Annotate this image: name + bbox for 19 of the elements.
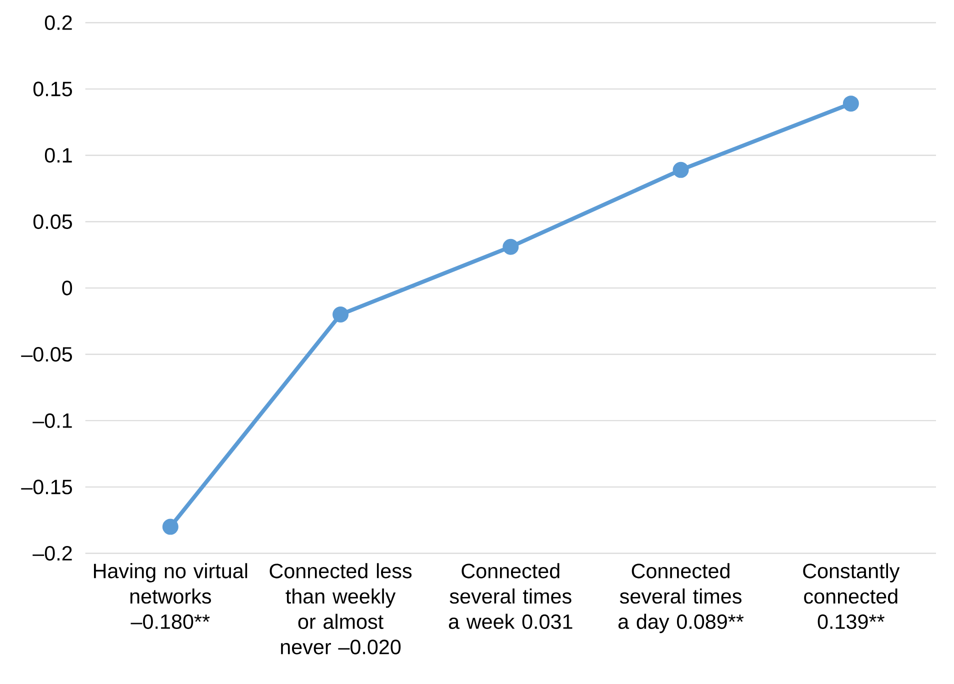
x-tick-label: Connected less than weekly or almost never –0.020: [270, 563, 412, 654]
x-tick-label: Connected several times a week 0.031: [448, 563, 572, 629]
point: [332, 306, 349, 323]
y-tick-label: –0.05: [21, 347, 72, 362]
point: [672, 162, 689, 178]
point: [162, 518, 178, 535]
y-tick-label: –0.1: [32, 413, 72, 428]
y-tick-label: –0.2: [32, 546, 72, 561]
y-tick-label: 0.05: [33, 214, 72, 229]
x-tick-label: Connected several times a day 0.089**: [618, 563, 744, 634]
point: [842, 96, 859, 112]
x-tick-label: Having no virtual networks –0.180**: [94, 563, 248, 629]
y-tick-label: 0.2: [44, 15, 72, 30]
y-tick-label: 0.15: [33, 82, 72, 96]
y-tick-label: 0.1: [44, 148, 72, 163]
x-tick-label: Constantly connected 0.139**: [803, 563, 900, 629]
point: [502, 238, 519, 255]
y-tick-label: –0.15: [21, 480, 72, 494]
y-tick-label: 0: [62, 280, 72, 296]
